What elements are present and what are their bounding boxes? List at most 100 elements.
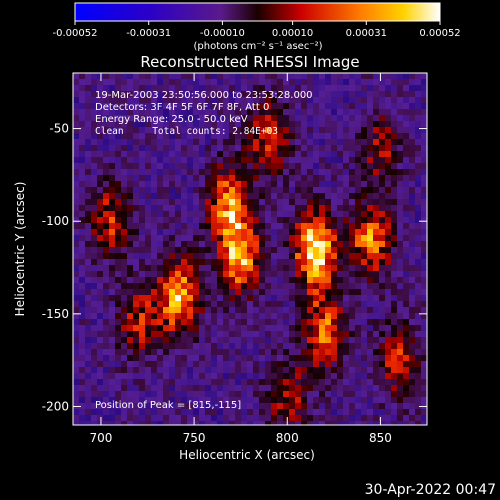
heatmap-cell bbox=[337, 325, 343, 331]
heatmap-cell bbox=[181, 253, 187, 259]
heatmap-cell bbox=[313, 253, 319, 259]
heatmap-cell bbox=[403, 367, 409, 373]
heatmap-cell bbox=[421, 181, 427, 187]
heatmap-cell bbox=[187, 139, 193, 145]
heatmap-cell bbox=[295, 217, 301, 223]
heatmap-cell bbox=[265, 157, 271, 163]
heatmap-cell bbox=[181, 385, 187, 391]
heatmap-cell bbox=[127, 175, 133, 181]
heatmap-cell bbox=[193, 217, 199, 223]
heatmap-cell bbox=[175, 151, 181, 157]
heatmap-cell bbox=[283, 277, 289, 283]
heatmap-cell bbox=[193, 79, 199, 85]
heatmap-cell bbox=[259, 151, 265, 157]
heatmap-cell bbox=[373, 157, 379, 163]
heatmap-cell bbox=[397, 247, 403, 253]
heatmap-cell bbox=[403, 301, 409, 307]
heatmap-cell bbox=[247, 181, 253, 187]
heatmap-cell bbox=[241, 91, 247, 97]
heatmap-cell bbox=[157, 163, 163, 169]
heatmap-cell bbox=[265, 139, 271, 145]
heatmap-cell bbox=[115, 157, 121, 163]
heatmap-cell bbox=[259, 409, 265, 415]
heatmap-cell bbox=[301, 313, 307, 319]
heatmap-cell bbox=[259, 349, 265, 355]
heatmap-cell bbox=[301, 373, 307, 379]
heatmap-cell bbox=[289, 331, 295, 337]
heatmap-cell bbox=[385, 373, 391, 379]
heatmap-cell bbox=[235, 109, 241, 115]
heatmap-cell bbox=[103, 415, 109, 421]
heatmap-cell bbox=[187, 331, 193, 337]
heatmap-cell bbox=[325, 235, 331, 241]
heatmap-cell bbox=[379, 325, 385, 331]
heatmap-cell bbox=[199, 151, 205, 157]
heatmap-cell bbox=[85, 331, 91, 337]
heatmap-cell bbox=[331, 103, 337, 109]
heatmap-cell bbox=[235, 307, 241, 313]
heatmap-cell bbox=[313, 379, 319, 385]
annotation-time: 19-Mar-2003 23:50:56.000 to 23:53:28.000 bbox=[95, 90, 313, 101]
heatmap-cell bbox=[277, 313, 283, 319]
heatmap-cell bbox=[253, 193, 259, 199]
heatmap-cell bbox=[91, 193, 97, 199]
heatmap-cell bbox=[133, 175, 139, 181]
heatmap-cell bbox=[349, 403, 355, 409]
heatmap-cell bbox=[181, 373, 187, 379]
heatmap-cell bbox=[163, 373, 169, 379]
heatmap-cell bbox=[409, 127, 415, 133]
heatmap-cell bbox=[247, 229, 253, 235]
heatmap-cell bbox=[223, 229, 229, 235]
heatmap-cell bbox=[73, 337, 79, 343]
heatmap-cell bbox=[361, 187, 367, 193]
heatmap-cell bbox=[109, 139, 115, 145]
heatmap-cell bbox=[259, 403, 265, 409]
heatmap-cell bbox=[91, 73, 97, 79]
heatmap-cell bbox=[409, 133, 415, 139]
heatmap-cell bbox=[217, 157, 223, 163]
heatmap-cell bbox=[289, 133, 295, 139]
heatmap-cell bbox=[391, 211, 397, 217]
heatmap-cell bbox=[301, 289, 307, 295]
heatmap-cell bbox=[133, 415, 139, 421]
heatmap-cell bbox=[355, 73, 361, 79]
heatmap-cell bbox=[97, 235, 103, 241]
heatmap-cell bbox=[181, 139, 187, 145]
heatmap-cell bbox=[349, 127, 355, 133]
heatmap-cell bbox=[109, 163, 115, 169]
heatmap-cell bbox=[97, 373, 103, 379]
heatmap-cell bbox=[355, 205, 361, 211]
heatmap-cell bbox=[151, 205, 157, 211]
heatmap-cell bbox=[157, 121, 163, 127]
heatmap-cell bbox=[217, 325, 223, 331]
heatmap-cell bbox=[421, 253, 427, 259]
heatmap-cell bbox=[295, 325, 301, 331]
heatmap-cell bbox=[205, 139, 211, 145]
heatmap-cell bbox=[319, 271, 325, 277]
heatmap-cell bbox=[181, 193, 187, 199]
heatmap-cell bbox=[97, 313, 103, 319]
heatmap-cell bbox=[115, 265, 121, 271]
heatmap-cell bbox=[109, 295, 115, 301]
heatmap-cell bbox=[331, 319, 337, 325]
heatmap-cell bbox=[379, 397, 385, 403]
heatmap-cell bbox=[217, 391, 223, 397]
heatmap-cell bbox=[403, 295, 409, 301]
heatmap-cell bbox=[175, 265, 181, 271]
heatmap-cell bbox=[97, 385, 103, 391]
heatmap-cell bbox=[175, 337, 181, 343]
heatmap-cell bbox=[307, 415, 313, 421]
heatmap-cell bbox=[97, 283, 103, 289]
heatmap-cell bbox=[127, 307, 133, 313]
heatmap-cell bbox=[187, 115, 193, 121]
heatmap-cell bbox=[403, 199, 409, 205]
heatmap-cell bbox=[325, 193, 331, 199]
heatmap-cell bbox=[109, 103, 115, 109]
heatmap-cell bbox=[307, 391, 313, 397]
heatmap-cell bbox=[253, 283, 259, 289]
heatmap-cell bbox=[163, 403, 169, 409]
heatmap-cell bbox=[115, 361, 121, 367]
heatmap-cell bbox=[373, 79, 379, 85]
heatmap-cell bbox=[415, 325, 421, 331]
heatmap-cell bbox=[367, 103, 373, 109]
